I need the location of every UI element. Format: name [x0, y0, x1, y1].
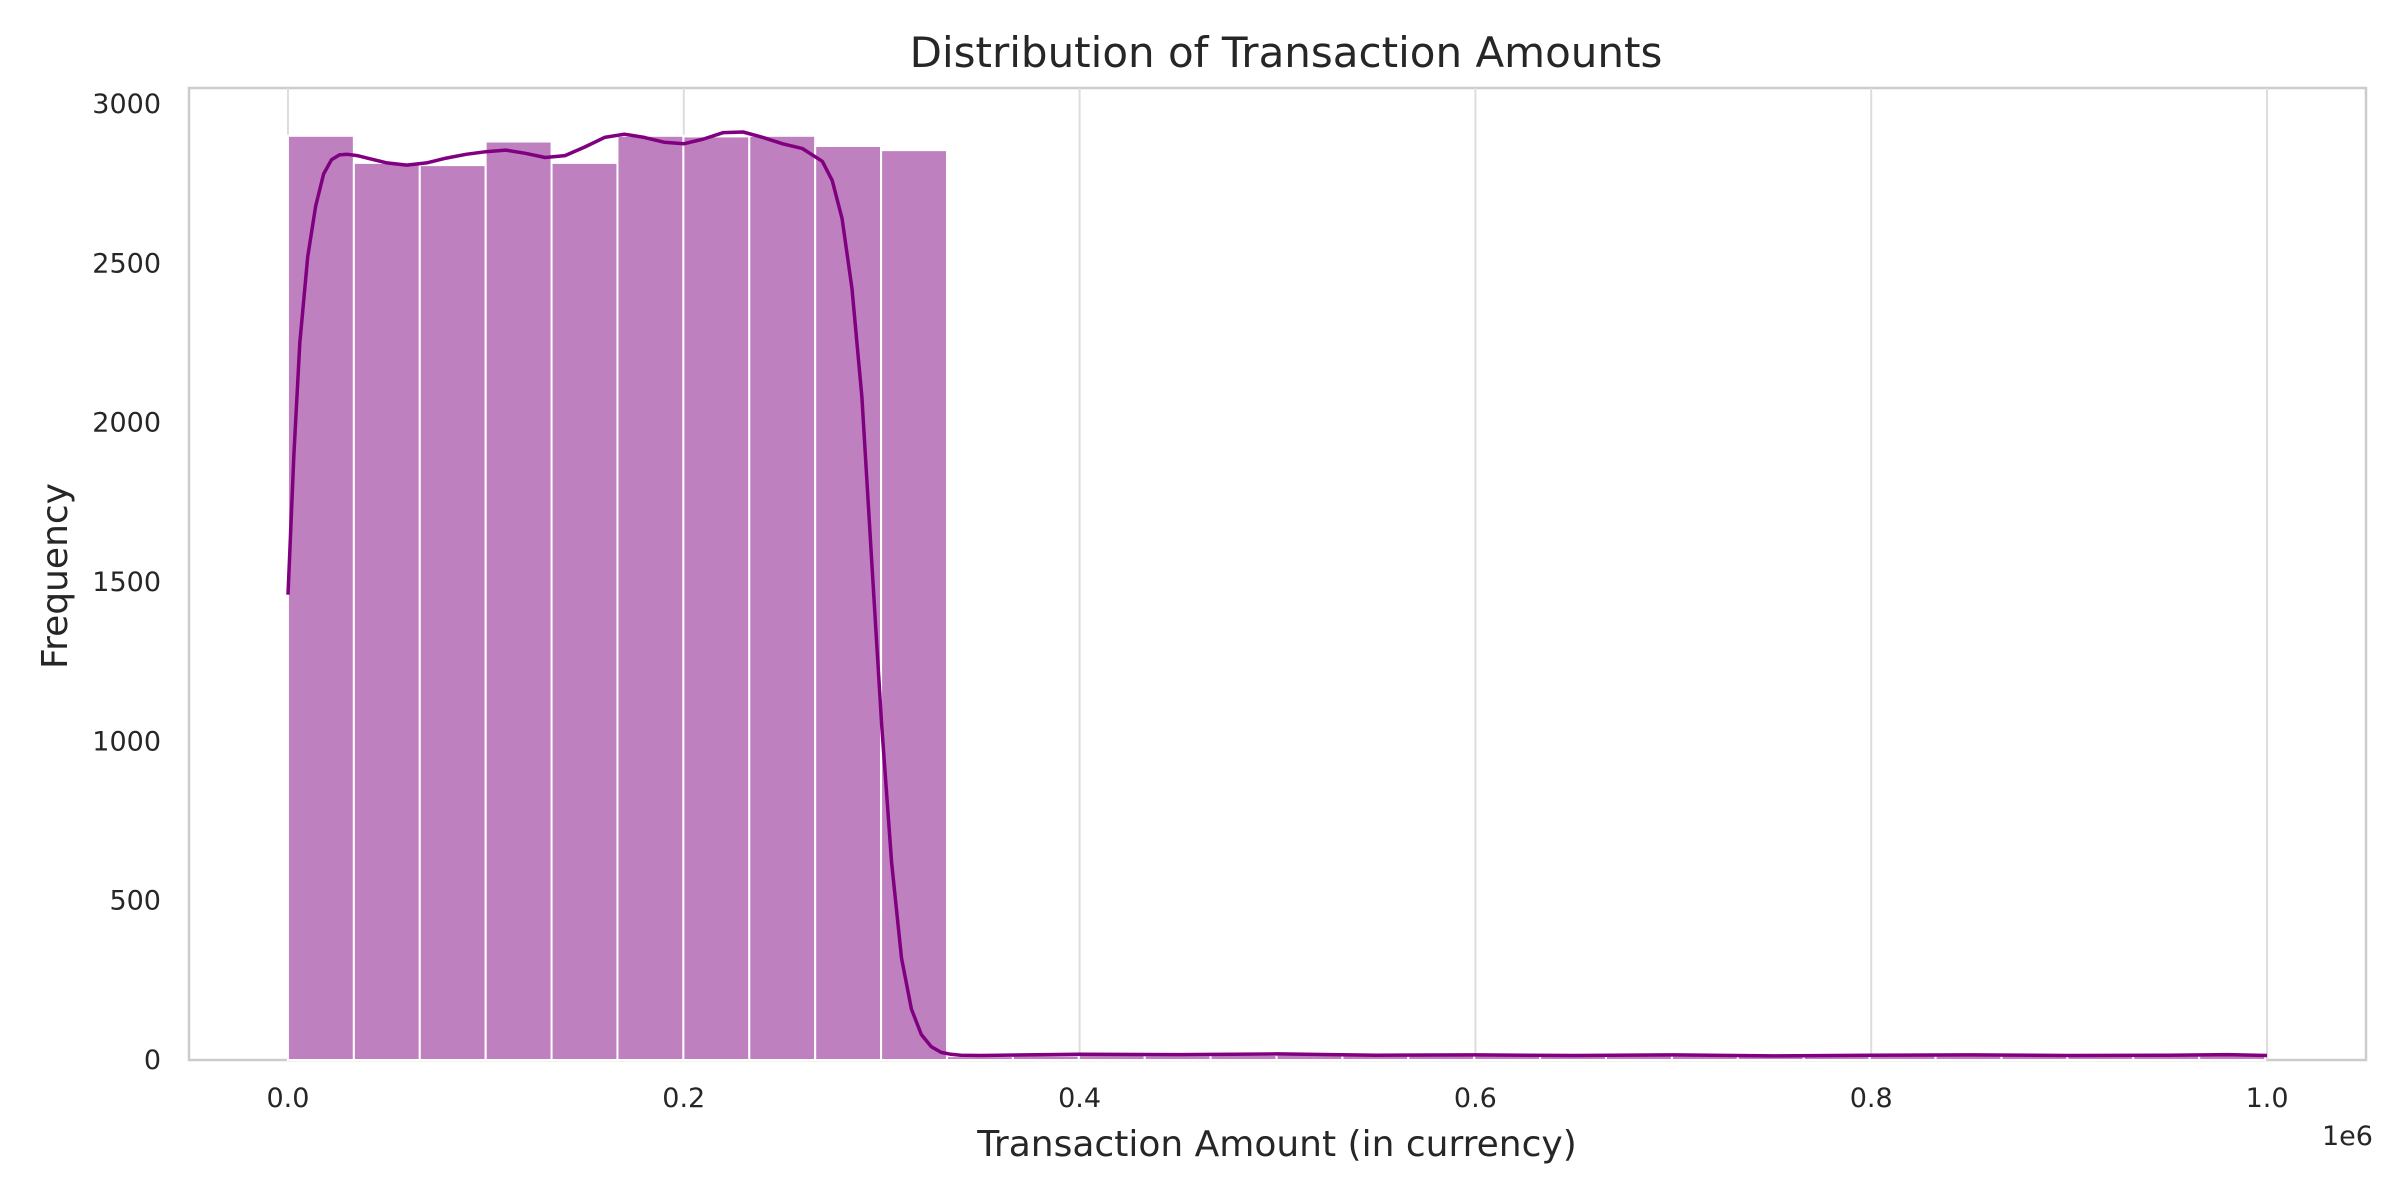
y-axis-label: Frequency [35, 483, 76, 669]
y-tick-label-0: 0 [144, 1045, 161, 1076]
histogram-bars [286, 134, 2267, 1062]
histogram-bar-3 [484, 140, 553, 1061]
x-axis-label: Transaction Amount (in currency) [976, 1124, 1577, 1165]
kde-curve [286, 130, 2268, 1058]
y-tick-label-5: 2500 [92, 248, 161, 279]
kde-line [286, 130, 2268, 1058]
x-tick-label-2: 0.4 [1058, 1083, 1101, 1114]
axis-ticks: 0.0 0.2 0.4 0.6 0.8 1.0 0 500 1000 1500 2000 2500 30… [92, 89, 2288, 1114]
x-tick-label-1: 0.2 [662, 1083, 705, 1114]
y-tick-label-3: 1500 [92, 567, 161, 598]
x-tick-label-0: 0.0 [266, 1083, 309, 1114]
y-tick-label-4: 2000 [92, 408, 161, 439]
histogram-bar-0 [286, 134, 355, 1061]
histogram-bar-8 [814, 145, 883, 1062]
x-tick-label-4: 0.8 [1850, 1083, 1893, 1114]
histogram-bar-5 [616, 134, 685, 1061]
histogram-bar-1 [352, 161, 421, 1062]
y-tick-label-1: 500 [109, 886, 161, 917]
histogram-bar-7 [748, 134, 817, 1061]
y-tick-label-2: 1000 [92, 726, 161, 757]
histogram-bar-2 [418, 164, 487, 1061]
chart-title: Distribution of Transaction Amounts [910, 28, 1663, 77]
x-tick-label-3: 0.6 [1454, 1083, 1497, 1114]
y-tick-label-6: 3000 [92, 89, 161, 120]
histogram-bar-6 [682, 135, 751, 1061]
x-offset-text: 1e6 [2322, 1121, 2373, 1152]
x-tick-label-5: 1.0 [2246, 1083, 2289, 1114]
histogram-bar-9 [880, 149, 948, 1061]
histogram-bar-4 [550, 161, 619, 1062]
